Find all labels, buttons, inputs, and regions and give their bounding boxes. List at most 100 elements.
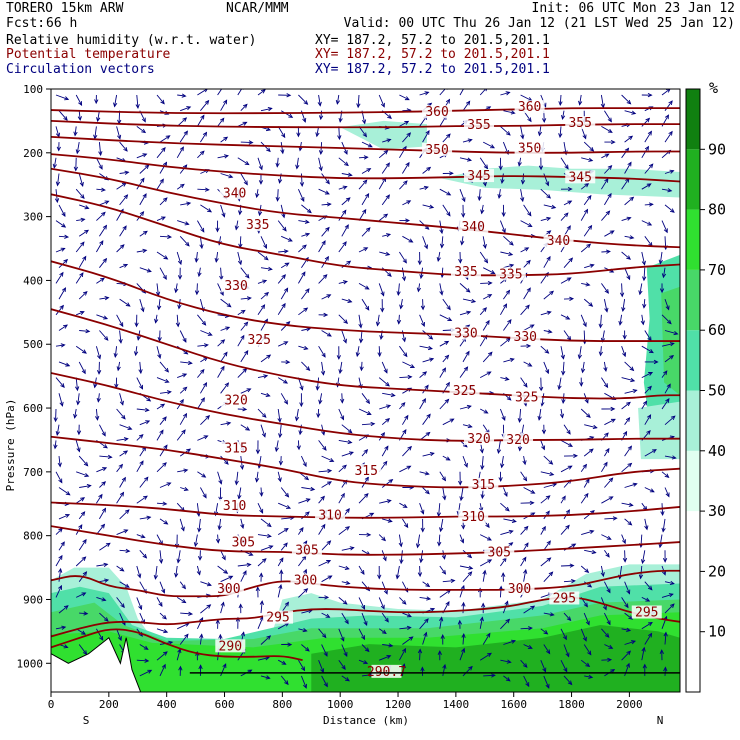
vector-arrow [179, 330, 187, 343]
vector-arrow [378, 534, 386, 541]
theta-contour-290 [51, 628, 303, 661]
vector-arrowhead [365, 399, 371, 405]
vector-arrowhead [105, 542, 111, 547]
vector-arrowhead [298, 430, 303, 436]
vector-arrowhead [645, 597, 651, 602]
vector-arrow [644, 414, 651, 425]
vector-arrowhead [459, 496, 464, 502]
vector-arrow [560, 565, 574, 567]
vector-arrow [318, 94, 321, 106]
vector-arrowhead [84, 472, 90, 477]
vector-arrow [563, 424, 571, 435]
vector-arrowhead [420, 666, 425, 672]
vector-arrowhead [388, 479, 394, 484]
init-time: Init: 06 UTC Mon 23 Jan 12 [532, 1, 736, 16]
vector-arrowhead [65, 513, 71, 518]
vector-arrow [482, 294, 492, 300]
vector-arrowhead [610, 406, 616, 412]
vector-arrow [401, 267, 405, 281]
vector-arrowhead [568, 442, 573, 447]
vector-arrow [523, 542, 529, 551]
vector-arrowhead [346, 260, 352, 265]
vector-arrow [237, 335, 245, 347]
colorbar-swatch [686, 149, 700, 210]
vector-arrowhead [166, 390, 172, 395]
vector-arrowhead [80, 241, 85, 247]
vector-arrow [159, 581, 165, 594]
vector-arrowhead [626, 650, 632, 656]
vector-arrowhead [445, 456, 451, 461]
vector-arrowhead [481, 602, 486, 608]
theta-label-box [263, 610, 294, 624]
vector-arrow [99, 579, 109, 583]
vector-arrowhead [385, 382, 390, 387]
vector-arrow [96, 314, 108, 320]
vector-arrowhead [205, 415, 211, 420]
vector-arrowhead [444, 354, 450, 360]
vector-arrow [96, 494, 103, 504]
vector-arrowhead [218, 633, 223, 639]
vector-arrowhead [522, 460, 527, 466]
vector-arrowhead [160, 216, 166, 221]
vector-arrowhead [380, 431, 385, 437]
vector-arrow [479, 371, 491, 378]
vector-arrow [583, 581, 592, 588]
vector-arrowhead [565, 509, 570, 514]
vector-arrowhead [605, 210, 611, 216]
vector-arrow [75, 272, 84, 284]
vector-arrow [298, 307, 308, 316]
vector-arrowhead [421, 397, 426, 403]
vector-arrow [217, 565, 228, 574]
vector-arrowhead [508, 542, 514, 547]
vector-arrow [58, 487, 71, 496]
vector-arrowhead [605, 552, 610, 558]
vector-arrowhead [240, 334, 245, 340]
vector-arrowhead [161, 588, 166, 594]
vector-arrow [300, 675, 307, 689]
vector-arrow [116, 438, 128, 441]
vector-arrow [417, 283, 421, 292]
vector-arrow [563, 675, 573, 685]
vector-arrowhead [417, 260, 422, 266]
vector-arrowhead [119, 244, 125, 249]
vector-arrowhead [509, 357, 515, 362]
vector-arrow [277, 471, 281, 482]
vector-arrow [437, 251, 441, 262]
vector-arrowhead [408, 636, 414, 641]
vector-arrow [338, 526, 350, 535]
vector-arrow [96, 212, 106, 221]
vector-arrow [94, 126, 97, 139]
vector-arrow [256, 471, 259, 482]
vector-arrowhead [486, 632, 491, 638]
vector-arrowhead [379, 335, 384, 341]
vector-arrow [361, 449, 368, 457]
vector-arrow [664, 170, 674, 174]
vector-arrowhead [337, 135, 342, 141]
vector-arrowhead [142, 248, 148, 254]
vector-arrow [75, 556, 86, 567]
vector-arrowhead [527, 362, 533, 367]
vector-arrow [497, 440, 501, 454]
vector-arrow [280, 487, 289, 498]
vector-arrow [399, 627, 411, 630]
circulation-vectors [52, 89, 679, 689]
vector-arrow [543, 330, 552, 333]
vector-arrow [439, 188, 451, 196]
vector-arrowhead [104, 296, 110, 301]
vector-arrowhead [125, 302, 131, 307]
vector-arrow [118, 110, 121, 124]
vector-arrow [277, 584, 282, 598]
vector-arrowhead [162, 614, 167, 620]
vector-arrow [604, 110, 612, 122]
theta-label: 350 [425, 143, 448, 158]
vector-arrow [462, 571, 472, 582]
vector-arrow [358, 283, 370, 290]
vector-arrow [156, 628, 168, 633]
vector-arrowhead [278, 178, 283, 184]
vector-arrow [543, 540, 551, 551]
vector-arrowhead [164, 378, 170, 383]
vector-arrowhead [446, 211, 451, 217]
vector-arrowhead [546, 540, 551, 546]
vector-arrow [298, 498, 310, 504]
vector-arrow [543, 483, 557, 488]
